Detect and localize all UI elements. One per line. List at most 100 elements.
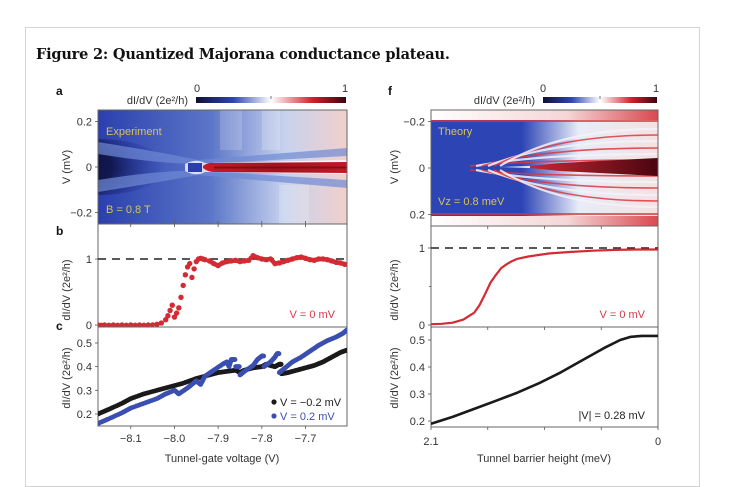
data-point (340, 261, 346, 267)
heatmap-f-y-axis: −0.2 0 0.2 (403, 117, 431, 221)
plot-g-area (431, 247, 658, 326)
data-point (141, 322, 147, 327)
data-point (279, 259, 284, 265)
heatmap-a-y-axis: 0.2 0 −0.2 (70, 116, 306, 224)
data-point (283, 258, 289, 264)
heatmap-a-ylabel: V (mV) (61, 150, 73, 184)
data-point (344, 327, 347, 333)
heatmap-a-label-experiment: Experiment (106, 126, 162, 138)
x-tick-label: −8.1 (120, 433, 142, 445)
colorbar-a-max: 1 (342, 83, 348, 95)
y-tick-label: 0 (86, 162, 92, 174)
data-point (327, 257, 332, 263)
data-point (110, 322, 116, 327)
colorbar-f-gradient (543, 97, 657, 103)
x-tick-label: −8.0 (164, 433, 186, 445)
y-tick-label: 1 (419, 243, 425, 255)
plot-c-xlabel: Tunnel-gate voltage (V) (165, 453, 280, 465)
resonance-line (487, 139, 658, 168)
data-point (265, 256, 271, 262)
panel-letter-a: a (56, 84, 63, 98)
resonance-line (499, 169, 658, 209)
data-point (231, 258, 236, 264)
data-point (278, 361, 284, 367)
data-point (213, 262, 219, 268)
plot-g-annotation: V = 0 mV (599, 309, 645, 321)
plot-h-ylabel: dI/dV (2e²/h) (389, 347, 401, 408)
resonance-line (493, 134, 658, 167)
data-point (178, 294, 184, 300)
resonance-line (499, 127, 658, 167)
x-tick-label: −7.7 (295, 433, 317, 445)
data-point (176, 305, 182, 311)
data-point (167, 307, 173, 314)
data-point (300, 255, 306, 261)
plot-h-area (431, 334, 658, 425)
data-point (236, 364, 242, 370)
data-point (132, 322, 138, 327)
y-tick-label: 0 (86, 320, 92, 332)
panel-letter-c: c (56, 319, 63, 333)
data-point (163, 317, 169, 323)
plot-g-y-axis: 01 (419, 226, 602, 332)
data-point (98, 322, 104, 327)
y-tick-label: 0.2 (410, 209, 425, 221)
data-point (292, 255, 297, 261)
data-point (344, 347, 347, 353)
heatmap-f-label-vz: Vz = 0.8 meV (438, 196, 505, 208)
plot-b-ylabel: dI/dV (2e²/h) (61, 259, 73, 320)
plot-g-ylabel: dI/dV (2e²/h) (389, 259, 401, 320)
y-tick-label: −0.2 (70, 208, 92, 220)
series-line (431, 248, 658, 326)
heatmap-f-zbp-tip (500, 166, 530, 168)
x-tick-label: −7.9 (207, 433, 229, 445)
data-point (173, 310, 180, 316)
heatmap-f-bottom-edge (431, 216, 658, 226)
plot-c-area (98, 327, 347, 426)
data-point (296, 254, 302, 260)
plot-c-frame (97, 326, 348, 427)
colorbar-f-label: dI/dV (2e²/h) (474, 95, 535, 107)
heatmap-f-top-edge (431, 110, 658, 120)
figure-canvas: a dI/dV (2e²/h) 0 1 Experiment B = 0.8 T… (56, 83, 661, 465)
legend-label-pos: V = 0.2 mV (280, 411, 335, 423)
data-point (123, 322, 129, 327)
data-point (119, 322, 125, 327)
y-tick-label: 0 (419, 163, 425, 175)
resonance-line (493, 169, 658, 202)
data-point (322, 256, 328, 262)
data-point (182, 272, 189, 278)
data-point (128, 322, 134, 327)
data-point (187, 260, 193, 267)
x-tick-label: 2.1 (423, 436, 438, 448)
y-tick-label: 0.2 (77, 409, 92, 421)
data-point (261, 353, 267, 359)
x-tick-label: 0 (655, 436, 661, 448)
heatmap-a-stripe (262, 110, 280, 150)
heatmap-a-crossing (188, 163, 202, 172)
data-point (106, 322, 112, 327)
heatmap-a-stripe (220, 110, 242, 150)
colorbar-f: dI/dV (2e²/h) 0 1 (474, 83, 659, 107)
data-point (309, 257, 315, 263)
y-tick-label: 0 (419, 320, 425, 332)
data-point (252, 254, 258, 260)
data-point (314, 257, 319, 263)
data-point (150, 322, 156, 327)
data-point (189, 274, 195, 281)
data-point (171, 314, 178, 320)
data-point (222, 259, 228, 265)
plot-c-axes: 0.2 0.3 0.4 0.5 −8.1 −8.0 −7.9 −7.8 −7.7 (77, 338, 317, 445)
heatmap-a (98, 110, 347, 224)
plot-b-area (98, 253, 347, 327)
heatmap-a-stripe (279, 185, 309, 224)
data-point (235, 258, 241, 264)
legend-marker-neg (271, 399, 277, 405)
data-point (191, 266, 197, 272)
y-tick-label: 0.2 (77, 116, 92, 128)
heatmap-f-ylabel: V (mV) (389, 150, 401, 184)
panel-letter-b: b (56, 224, 63, 238)
data-point (287, 257, 293, 263)
data-point (202, 256, 208, 263)
y-tick-label: 1 (86, 254, 92, 266)
